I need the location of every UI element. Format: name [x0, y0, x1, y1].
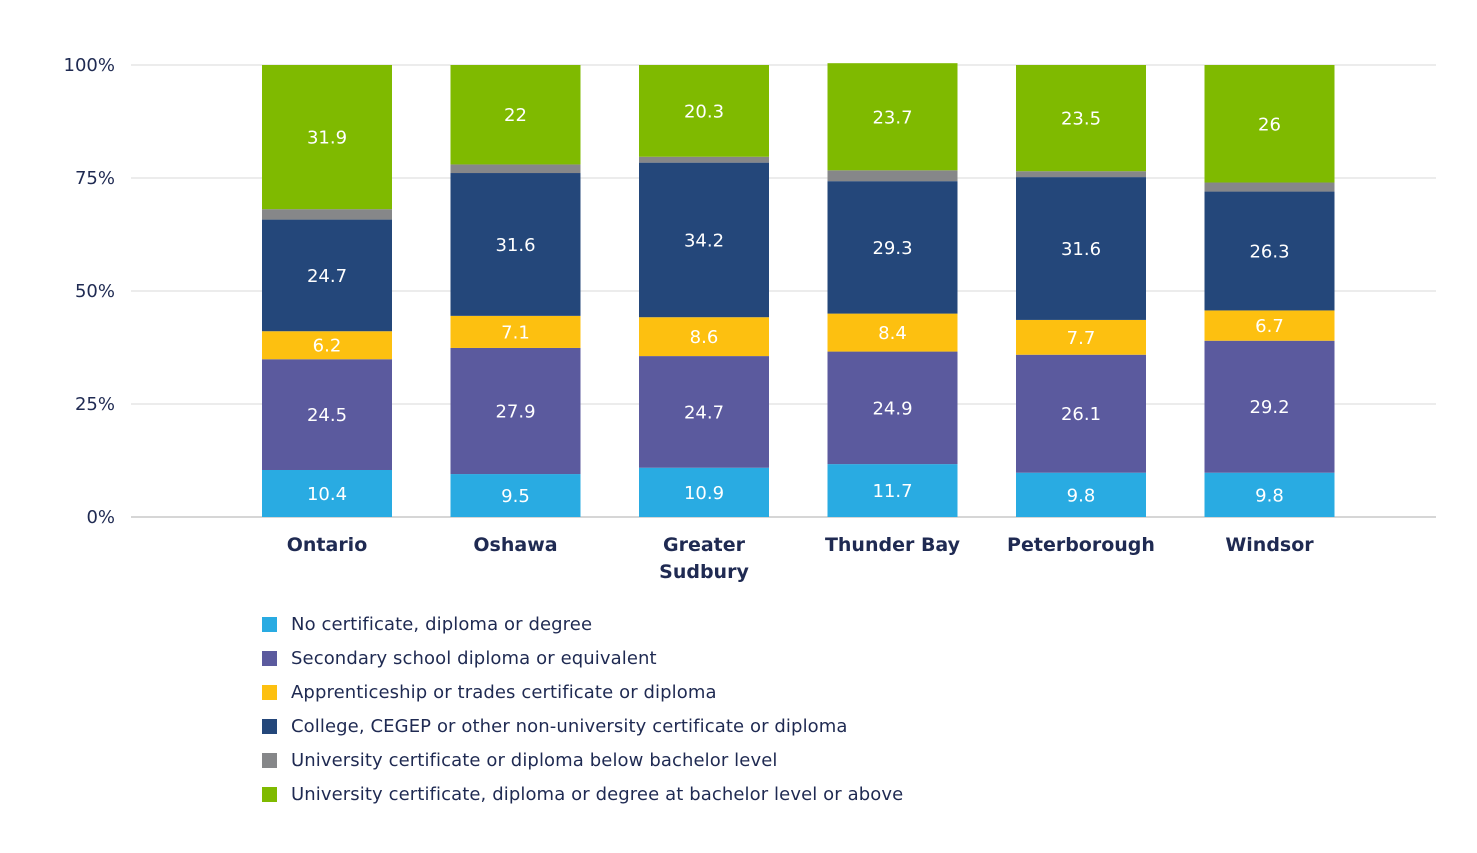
bar-segment — [827, 313, 958, 352]
bar-segment — [262, 469, 392, 517]
bar-segment — [450, 347, 581, 475]
bar-segment — [262, 209, 392, 220]
x-tick-label: Oshawa — [473, 534, 557, 556]
y-tick-label: 50% — [75, 281, 115, 302]
bar-segment — [827, 464, 958, 517]
legend-swatch — [262, 752, 277, 768]
x-tick-label: Ontario — [287, 534, 368, 556]
data-label: 6.7 — [1255, 316, 1284, 337]
legend-label: University certificate or diploma below … — [291, 749, 778, 771]
data-label: 7.1 — [501, 322, 530, 343]
bar-segment — [1016, 177, 1146, 320]
data-label: 26 — [1258, 114, 1281, 135]
data-label: 8.4 — [878, 323, 907, 344]
bar-segment — [1016, 354, 1146, 473]
legend-swatch — [262, 616, 277, 632]
data-label: 9.5 — [501, 486, 530, 507]
bar-segment — [827, 351, 958, 465]
legend-item: Apprenticeship or trades certificate or … — [262, 675, 1162, 709]
bar-segment — [639, 162, 769, 318]
x-tick-label: Windsor — [1225, 534, 1314, 556]
bar-segment — [262, 65, 392, 210]
legend-label: University certificate, diploma or degre… — [291, 783, 904, 805]
legend-item: University certificate, diploma or degre… — [262, 777, 1162, 811]
data-label: 26.1 — [1061, 404, 1101, 425]
data-label: 23.7 — [872, 107, 912, 128]
x-tick-label: Thunder Bay — [825, 534, 961, 556]
data-label: 10.9 — [684, 483, 724, 504]
legend-label: No certificate, diploma or degree — [291, 613, 593, 635]
bar-segment — [450, 65, 581, 165]
bar-segment — [450, 474, 581, 517]
bar-segment — [1016, 65, 1146, 172]
data-label: 31.6 — [495, 235, 535, 256]
bar-segment — [639, 65, 769, 157]
bar-segment — [827, 170, 958, 182]
bar-segment — [1016, 171, 1146, 178]
bar-segment — [1204, 65, 1335, 183]
bar-segment — [1204, 340, 1335, 473]
x-tick-label: Peterborough — [1007, 534, 1155, 556]
legend-swatch — [262, 684, 277, 700]
legend-label: Apprenticeship or trades certificate or … — [291, 681, 717, 703]
data-label: 8.6 — [690, 327, 719, 348]
bar-segment — [1204, 310, 1335, 341]
legend-item: Secondary school diploma or equivalent — [262, 641, 1162, 675]
data-label: 34.2 — [684, 230, 724, 251]
data-label: 20.3 — [684, 101, 724, 122]
bar-segment — [639, 467, 769, 517]
data-label: 22 — [504, 105, 527, 126]
data-label: 10.4 — [307, 484, 347, 505]
bar-segment — [639, 317, 769, 357]
data-label: 23.5 — [1061, 109, 1101, 130]
data-label: 24.7 — [684, 402, 724, 423]
bar-segment — [1204, 472, 1335, 517]
bar-segment — [450, 315, 581, 348]
data-label: 31.6 — [1061, 239, 1101, 260]
data-label: 24.7 — [307, 266, 347, 287]
bar-segment — [1016, 319, 1146, 355]
legend-label: Secondary school diploma or equivalent — [291, 647, 657, 669]
data-label: 29.2 — [1249, 397, 1289, 418]
legend-item: University certificate or diploma below … — [262, 743, 1162, 777]
bar-segment — [262, 331, 392, 360]
legend-swatch — [262, 718, 277, 734]
y-tick-label: 75% — [75, 168, 115, 189]
data-label: 9.8 — [1067, 485, 1096, 506]
data-label: 27.9 — [495, 402, 535, 423]
legend-swatch — [262, 786, 277, 802]
legend-item: College, CEGEP or other non-university c… — [262, 709, 1162, 743]
y-tick-label: 100% — [64, 55, 115, 76]
data-label: 24.9 — [872, 398, 912, 419]
legend-item: No certificate, diploma or degree — [262, 607, 1162, 641]
bar-segment — [450, 164, 581, 174]
bar-segment — [1204, 182, 1335, 192]
y-tick-label: 0% — [86, 507, 115, 528]
data-label: 26.3 — [1249, 241, 1289, 262]
chart-legend: No certificate, diploma or degree Seconda… — [262, 607, 1162, 811]
bar-segment — [1204, 191, 1335, 311]
legend-swatch — [262, 650, 277, 666]
data-label: 6.2 — [313, 336, 342, 357]
bar-segment — [1016, 472, 1146, 517]
y-tick-label: 25% — [75, 394, 115, 415]
bar-segment — [827, 63, 958, 171]
bar-segment — [639, 156, 769, 163]
data-label: 29.3 — [872, 238, 912, 259]
x-tick-label: Greater — [663, 534, 746, 556]
x-tick-label: Sudbury — [659, 561, 749, 583]
data-label: 11.7 — [872, 481, 912, 502]
bar-segment — [262, 219, 392, 332]
bar-segment — [827, 181, 958, 314]
data-label: 7.7 — [1067, 328, 1096, 349]
legend-label: College, CEGEP or other non-university c… — [291, 715, 848, 737]
bar-segment — [450, 173, 581, 316]
data-label: 24.5 — [307, 405, 347, 426]
data-label: 9.8 — [1255, 485, 1284, 506]
bar-segment — [639, 356, 769, 468]
data-label: 31.9 — [307, 128, 347, 149]
bar-segment — [262, 359, 392, 470]
